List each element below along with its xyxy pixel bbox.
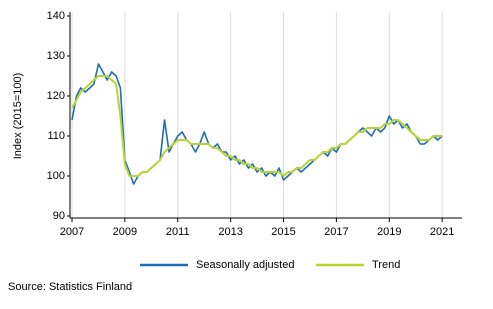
x-tick-label: 2015 xyxy=(271,226,295,238)
y-tick-label: 130 xyxy=(47,50,65,62)
x-tick-label: 2009 xyxy=(113,226,137,238)
legend-label: Seasonally adjusted xyxy=(196,259,294,271)
x-tick-label: 2019 xyxy=(377,226,401,238)
series-line xyxy=(71,75,443,177)
y-tick-label: 100 xyxy=(47,170,65,182)
x-tick-label: 2013 xyxy=(218,226,242,238)
y-axis-label: Index (2015=100) xyxy=(12,73,24,160)
y-tick-label: 90 xyxy=(53,210,65,222)
x-tick-label: 2017 xyxy=(324,226,348,238)
y-tick-label: 120 xyxy=(47,90,65,102)
y-tick-label: 110 xyxy=(47,130,65,142)
x-tick-label: 2007 xyxy=(60,226,84,238)
x-tick-label: 2021 xyxy=(430,226,454,238)
y-tick-label: 140 xyxy=(47,10,65,22)
source: Source: Statistics Finland xyxy=(8,281,132,293)
legend-label: Trend xyxy=(372,259,400,271)
x-tick-label: 2011 xyxy=(166,226,190,238)
series-line xyxy=(71,63,443,185)
